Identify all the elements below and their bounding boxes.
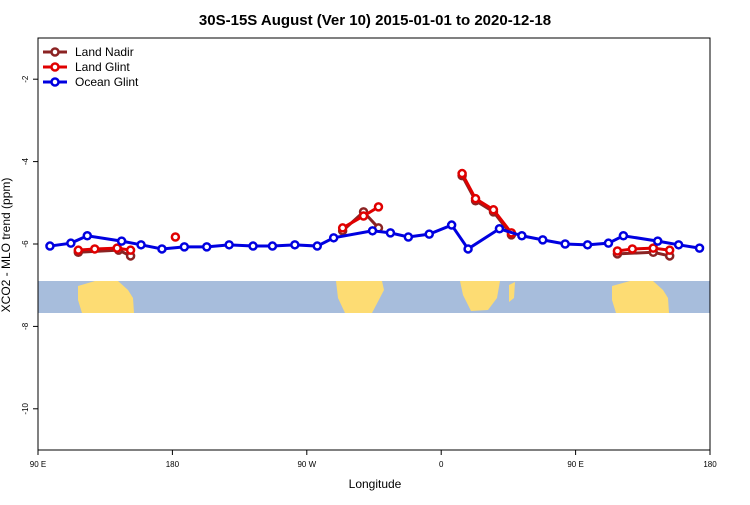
point	[290, 240, 300, 250]
point	[267, 241, 278, 251]
point	[45, 241, 55, 251]
point	[66, 238, 76, 248]
point	[367, 226, 378, 236]
point	[73, 245, 84, 255]
legend-marker	[50, 62, 60, 72]
point	[457, 168, 467, 179]
point	[673, 240, 684, 250]
point	[112, 243, 122, 253]
point	[463, 244, 473, 254]
y-tick-label: -10	[21, 402, 30, 414]
land	[78, 281, 134, 313]
point	[248, 241, 258, 251]
point	[358, 211, 369, 221]
point	[179, 242, 190, 252]
x-tick-label: 180	[703, 460, 717, 469]
point	[337, 223, 348, 233]
point	[618, 231, 629, 241]
y-tick-label: -4	[21, 157, 30, 165]
y-tick-label: -6	[21, 240, 30, 248]
y-tick-label: -2	[21, 75, 30, 83]
point	[582, 240, 593, 250]
point	[403, 232, 414, 242]
land	[336, 281, 384, 313]
point	[612, 246, 623, 256]
x-tick-label: 90 W	[297, 460, 316, 469]
point	[385, 228, 396, 238]
point	[664, 245, 675, 255]
point	[157, 244, 167, 254]
point	[627, 244, 638, 254]
point	[446, 220, 457, 230]
land	[612, 281, 669, 313]
point	[328, 233, 339, 243]
map-strip	[38, 281, 710, 313]
y-tick-label: -8	[21, 322, 30, 330]
point	[224, 240, 234, 250]
legend-label: Land Glint	[75, 60, 130, 74]
point	[125, 245, 136, 255]
point	[537, 235, 548, 245]
point	[494, 224, 505, 234]
point	[652, 236, 663, 246]
point	[201, 242, 212, 252]
point	[424, 229, 435, 239]
point	[470, 193, 481, 204]
x-axis-label: Longitude	[349, 477, 402, 491]
x-tick-label: 90 E	[30, 460, 46, 469]
point	[170, 232, 181, 242]
point	[603, 238, 614, 248]
point	[116, 236, 127, 246]
legend-label: Ocean Glint	[75, 75, 139, 89]
land	[509, 282, 515, 302]
y-axis-label: XCO2 - MLO trend (ppm)	[0, 178, 13, 313]
point	[560, 239, 570, 249]
x-tick-label: 180	[166, 460, 180, 469]
legend-marker	[50, 77, 60, 87]
point	[136, 240, 146, 250]
point	[312, 241, 323, 251]
land	[460, 281, 500, 311]
point	[517, 231, 527, 241]
point	[694, 243, 705, 253]
x-tick-label: 90 E	[567, 460, 583, 469]
point	[373, 202, 384, 212]
x-tick-label: 0	[439, 460, 444, 469]
point	[648, 243, 659, 253]
point	[82, 231, 93, 241]
point	[488, 205, 499, 215]
legend-marker	[50, 47, 60, 57]
chart-title: 30S-15S August (Ver 10) 2015-01-01 to 20…	[199, 12, 551, 29]
point	[89, 244, 100, 254]
legend-label: Land Nadir	[75, 45, 134, 59]
